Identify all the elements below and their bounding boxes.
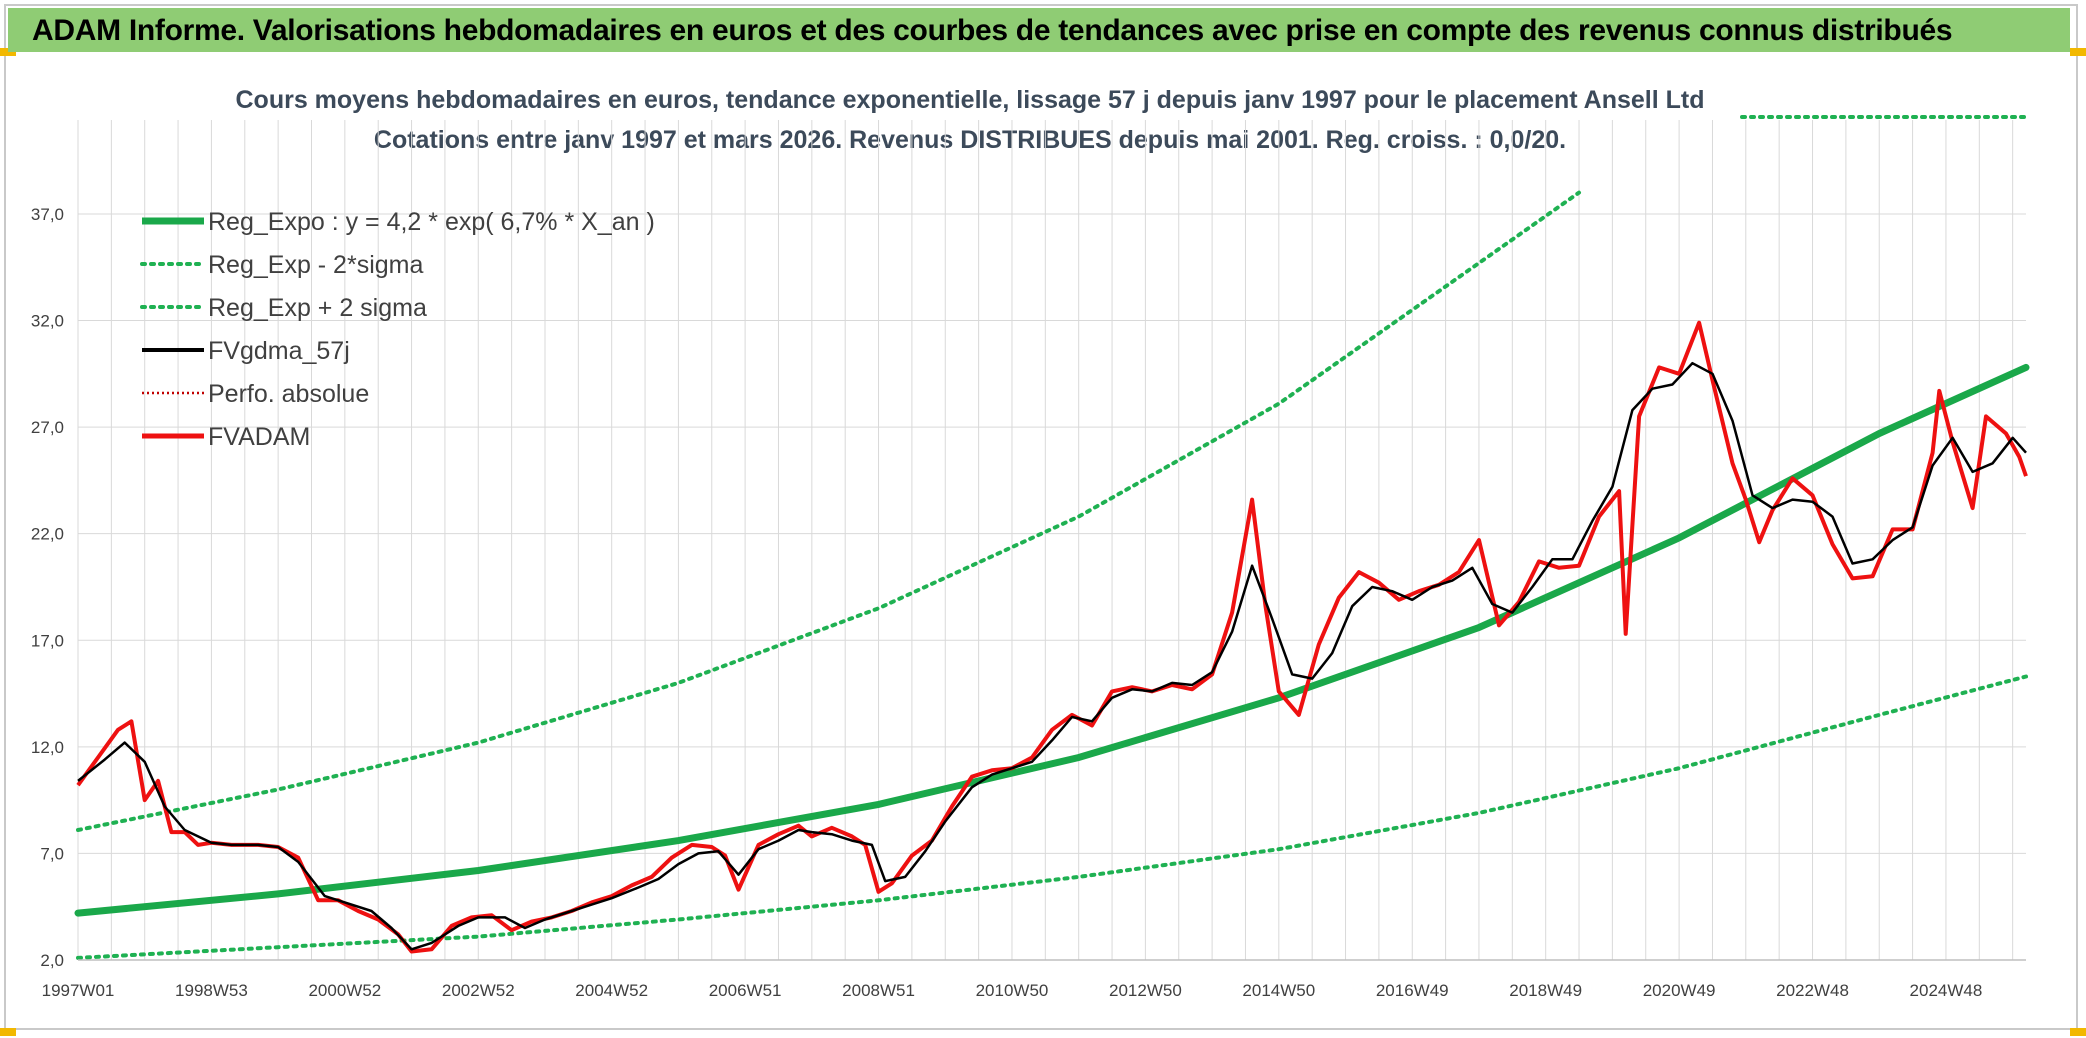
x-tick-label: 2002W52 [442,981,515,1000]
series-reg-exp-2-sigma [76,674,2028,960]
header-banner: ADAM Informe. Valorisations hebdomadaire… [8,8,2070,52]
grid-layer [77,120,2026,961]
axis-layer: 2,0 7,0 12,0 17,0 22,0 27,0 32,0 37,0 1997W01 199… [31,205,2026,1000]
x-tick-label: 2012W50 [1109,981,1182,1000]
y-tick-label: 17,0 [31,631,64,650]
x-tick-label: 1997W01 [42,981,115,1000]
x-tick-label: 2022W48 [1776,981,1849,1000]
x-tick-label: 2016W49 [1376,981,1449,1000]
chart-frame [4,4,2078,1030]
corner-marker-top-right [2070,48,2086,56]
series-fvgdma-57j [77,361,2027,951]
y-tick-label: 37,0 [31,205,64,224]
series-reg-exp-2-sigma [76,190,1581,832]
corner-marker-top-left [0,48,16,56]
x-tick-label: 2008W51 [842,981,915,1000]
legend-label-price: FVADAM [208,423,310,451]
corner-marker-bottom-left [0,1028,16,1036]
legend-label-smooth: FVgdma_57j [208,337,350,365]
y-tick-label: 32,0 [31,312,64,331]
legend-label-upper: Reg_Exp + 2 sigma [208,294,427,322]
x-tick-label: 2020W49 [1643,981,1716,1000]
legend-label-lower: Reg_Exp - 2*sigma [208,251,423,279]
corner-marker-bottom-right [2070,1028,2086,1036]
chart-title: Cours moyens hebdomadaires en euros, ten… [235,86,1705,114]
series-fvadam [76,320,2028,954]
x-tick-label: 2018W49 [1509,981,1582,1000]
x-tick-label: 1998W53 [175,981,248,1000]
chart-subtitle: Cotations entre janv 1997 et mars 2026. … [373,126,1567,154]
y-tick-label: 7,0 [40,844,64,863]
legend-label-perf: Perfo. absolue [208,380,369,408]
x-tick-label: 2006W51 [709,981,782,1000]
x-tick-label: 2004W52 [575,981,648,1000]
y-tick-label: 27,0 [31,418,64,437]
legend-label-trend: Reg_Expo : y = 4,2 * exp( 6,7% * X_an ) [208,208,655,236]
y-tick-label: 22,0 [31,525,64,544]
x-tick-label: 2024W48 [1910,981,1983,1000]
x-tick-label: 2014W50 [1242,981,1315,1000]
legend: Reg_Expo : y = 4,2 * exp( 6,7% * X_an ) R… [140,208,655,451]
x-tick-label: 2010W50 [976,981,1049,1000]
page-title: ADAM Informe. Valorisations hebdomadaire… [32,14,1953,47]
x-tick-label: 2000W52 [308,981,381,1000]
y-tick-label: 2,0 [40,951,64,970]
y-tick-label: 12,0 [31,738,64,757]
series-layer [74,115,2030,960]
